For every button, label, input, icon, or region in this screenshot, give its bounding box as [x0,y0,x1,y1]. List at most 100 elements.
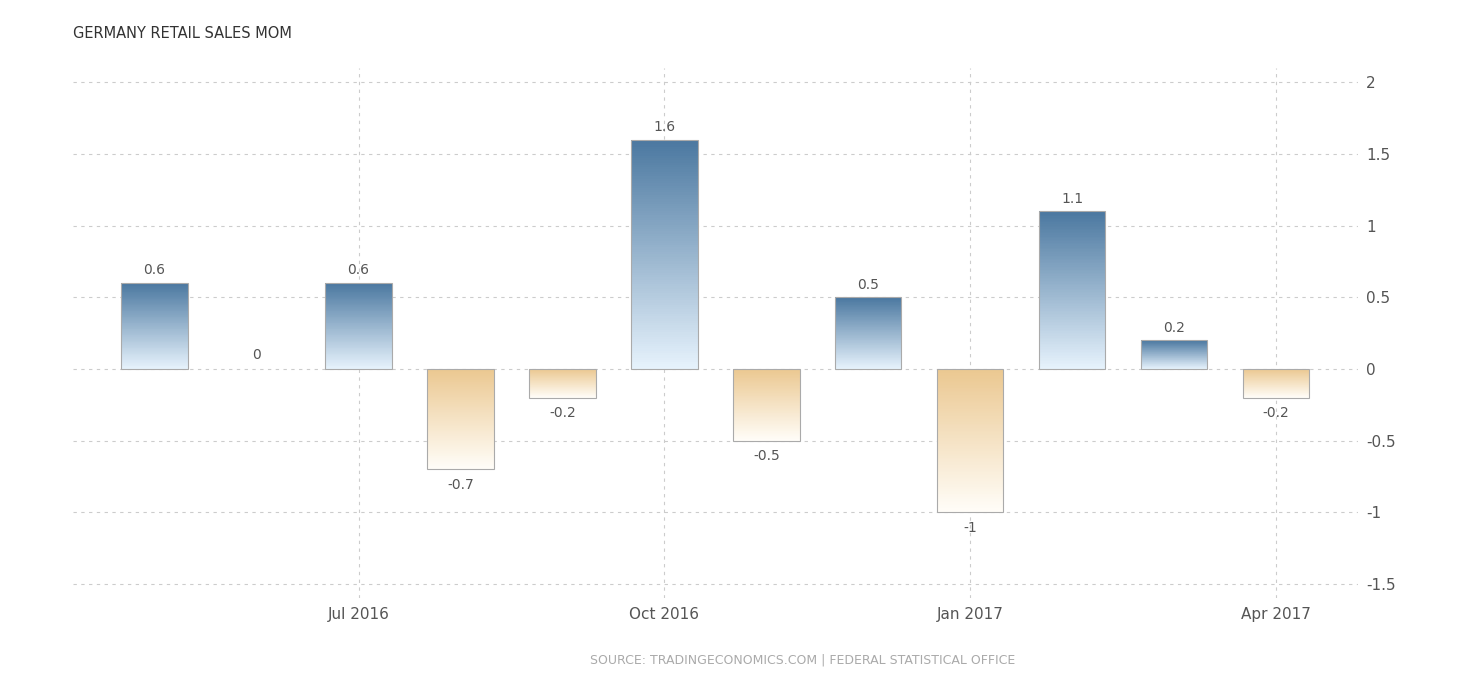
Bar [428,381,493,382]
Bar [631,293,698,296]
Bar [835,313,901,314]
Bar [835,319,901,320]
Bar [733,433,800,434]
Text: -0.5: -0.5 [753,449,780,463]
Bar [121,345,188,346]
Bar [326,341,391,342]
Bar [121,304,188,305]
Bar [326,331,391,332]
Bar [631,266,698,268]
Bar [631,344,698,346]
Bar [428,462,493,463]
Bar [937,456,1003,458]
Bar [121,302,188,303]
Bar [326,367,391,368]
Bar [733,404,800,405]
Bar [631,314,698,316]
Bar [937,426,1003,428]
Bar [937,462,1003,464]
Bar [121,318,188,319]
Bar [428,386,493,387]
Bar [733,429,800,430]
Bar [1040,281,1105,282]
Bar [835,351,901,352]
Bar [326,333,391,334]
Bar [1040,245,1105,246]
Bar [428,404,493,405]
Bar [631,194,698,197]
Bar [631,328,698,330]
Bar [428,382,493,383]
Text: 0.5: 0.5 [857,277,879,292]
Bar [631,289,698,291]
Bar [835,305,901,306]
Bar [835,365,901,366]
Bar [937,373,1003,375]
Bar [835,337,901,338]
Bar [121,367,188,368]
Bar [1040,336,1105,337]
Bar [835,315,901,316]
Bar [121,284,188,285]
Bar [121,356,188,357]
Bar [121,350,188,351]
Bar [937,469,1003,471]
Bar [121,315,188,316]
Bar [121,299,188,301]
Bar [1040,271,1105,273]
Bar [1040,337,1105,339]
Bar [428,423,493,424]
Bar [428,421,493,422]
Bar [326,312,391,313]
Bar [733,409,800,410]
Bar [631,227,698,229]
Bar [121,303,188,304]
Bar [733,371,800,372]
Bar [121,320,188,321]
Bar [1040,367,1105,369]
Text: 0.2: 0.2 [1164,321,1186,335]
Bar [428,418,493,419]
Bar [631,220,698,222]
Bar [937,432,1003,434]
Bar [835,347,901,348]
Bar [326,334,391,335]
Bar [631,243,698,245]
Bar [121,324,188,325]
Bar [326,284,391,285]
Bar [631,154,698,156]
Bar [1040,257,1105,258]
Bar [733,386,800,387]
Bar [835,325,901,326]
Bar [937,455,1003,456]
Bar [1040,241,1105,243]
Bar [937,448,1003,449]
Bar [835,320,901,321]
Bar [937,384,1003,385]
Bar [631,298,698,301]
Bar [121,290,188,291]
Bar [835,303,901,304]
Bar [733,414,800,415]
Bar [428,422,493,423]
Bar [1040,356,1105,358]
Bar [428,428,493,429]
Bar [1040,292,1105,293]
Bar [733,373,800,374]
Bar [631,248,698,250]
Bar [733,385,800,386]
Bar [428,369,493,469]
Bar [428,394,493,395]
Bar [1040,306,1105,307]
Bar [733,382,800,383]
Bar [733,434,800,435]
Bar [326,340,391,341]
Bar [121,341,188,342]
Bar [1040,252,1105,254]
Bar [937,385,1003,386]
Bar [326,283,391,284]
Bar [1040,345,1105,347]
Bar [835,350,901,351]
Bar [937,496,1003,498]
Bar [326,366,391,367]
